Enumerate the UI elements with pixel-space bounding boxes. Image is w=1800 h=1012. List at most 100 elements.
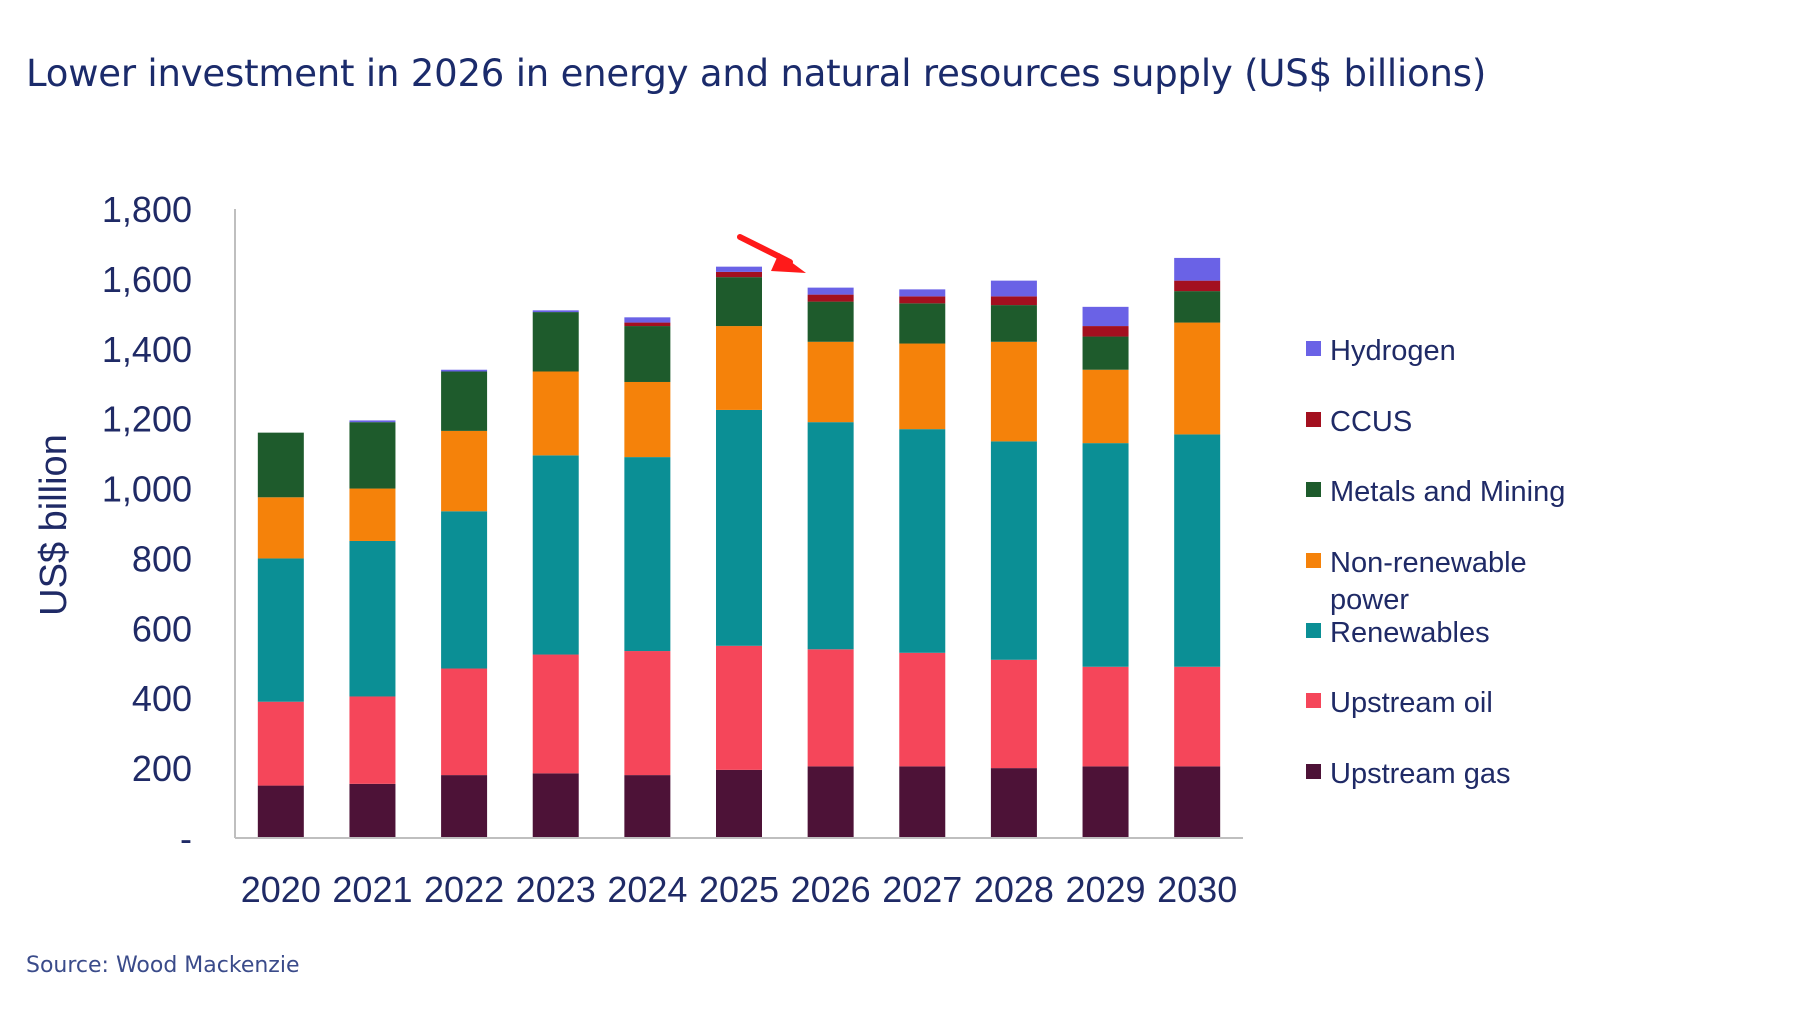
y-tick-label: 1,200 bbox=[102, 399, 192, 440]
legend-swatch bbox=[1306, 341, 1321, 356]
bar-segment-hydrogen-2029 bbox=[1082, 306, 1129, 327]
legend: Hydrogen CCUS Metals and Mining Non-renewab… bbox=[1306, 335, 1565, 790]
y-tick-label: - bbox=[180, 818, 192, 859]
bar-segment-ccus-2027 bbox=[899, 296, 946, 304]
bar-segment-metals-and-mining-2024 bbox=[624, 326, 671, 382]
bar-segment-renewables-2026 bbox=[807, 422, 854, 650]
bar-segment-upstream-oil-2029 bbox=[1082, 666, 1129, 767]
bar-segment-non-renewable-power-2023 bbox=[532, 371, 579, 456]
x-tick-label-2027: 2027 bbox=[882, 869, 962, 910]
legend-label: CCUS bbox=[1330, 406, 1412, 438]
bar-segment-ccus-2028 bbox=[990, 296, 1037, 306]
bar-segment-metals-and-mining-2029 bbox=[1082, 336, 1129, 370]
bar-segment-non-renewable-power-2027 bbox=[899, 343, 946, 430]
bar-segment-non-renewable-power-2026 bbox=[807, 341, 854, 423]
bar-segment-non-renewable-power-2029 bbox=[1082, 369, 1129, 444]
bar-segment-hydrogen-2025 bbox=[716, 266, 762, 272]
bar-segment-non-renewable-power-2025 bbox=[716, 326, 762, 410]
bar-segment-upstream-gas-2027 bbox=[899, 766, 946, 838]
bar-segment-hydrogen-2027 bbox=[899, 289, 946, 297]
x-tick-label-2025: 2025 bbox=[699, 869, 779, 910]
bar-segment-renewables-2025 bbox=[716, 409, 762, 646]
chart-title: Lower investment in 2026 in energy and n… bbox=[26, 52, 1487, 95]
legend-swatch bbox=[1306, 693, 1321, 708]
annotation-arrow-head bbox=[771, 253, 806, 273]
bar-segment-ccus-2030 bbox=[1174, 280, 1221, 292]
x-tick-label-2028: 2028 bbox=[974, 869, 1054, 910]
x-tick-label-2023: 2023 bbox=[516, 869, 596, 910]
bar-segment-renewables-2023 bbox=[532, 455, 579, 655]
y-tick-label: 1,800 bbox=[102, 189, 192, 230]
x-tick-label-2020: 2020 bbox=[241, 869, 321, 910]
legend-label: Metals and Mining bbox=[1330, 476, 1565, 508]
bar-segment-hydrogen-2021 bbox=[349, 420, 396, 423]
bar-segment-metals-and-mining-2023 bbox=[532, 312, 579, 372]
y-tick-labels: - 200 400 600 800 1,000 1,200 1,400 1,600 1,800 bbox=[102, 189, 192, 859]
bar-segment-hydrogen-2023 bbox=[532, 310, 579, 313]
y-tick-label: 1,000 bbox=[102, 469, 192, 510]
legend-swatch bbox=[1306, 764, 1321, 779]
bar-segment-metals-and-mining-2028 bbox=[990, 305, 1037, 342]
bar-segment-renewables-2027 bbox=[899, 429, 946, 653]
x-tick-label-2024: 2024 bbox=[607, 869, 687, 910]
x-tick-label-2030: 2030 bbox=[1157, 869, 1237, 910]
bar-segment-metals-and-mining-2030 bbox=[1174, 291, 1221, 323]
bar-segment-renewables-2029 bbox=[1082, 443, 1129, 667]
annotation-arrow bbox=[737, 234, 806, 273]
x-tick-labels: 2020 2021 2022 2023 2024 2025 2026 2027 2028 2029… bbox=[241, 869, 1237, 910]
bar-segment-hydrogen-2024 bbox=[624, 317, 671, 323]
bars-group bbox=[257, 257, 1221, 838]
bar-segment-upstream-gas-2028 bbox=[990, 768, 1037, 838]
legend-swatch bbox=[1306, 412, 1321, 427]
bar-segment-metals-and-mining-2027 bbox=[899, 303, 946, 344]
bar-segment-upstream-gas-2022 bbox=[441, 775, 488, 838]
bar-segment-upstream-oil-2020 bbox=[257, 701, 304, 786]
bar-segment-non-renewable-power-2024 bbox=[624, 381, 671, 458]
bar-segment-ccus-2026 bbox=[807, 294, 854, 302]
y-tick-label: 1,600 bbox=[102, 259, 192, 300]
bar-segment-renewables-2028 bbox=[990, 441, 1037, 660]
bar-segment-hydrogen-2028 bbox=[990, 280, 1037, 297]
bar-segment-upstream-gas-2021 bbox=[349, 783, 396, 838]
y-tick-label: 1,400 bbox=[102, 329, 192, 370]
bar-segment-renewables-2020 bbox=[257, 558, 304, 702]
bar-segment-metals-and-mining-2021 bbox=[349, 422, 396, 489]
bar-segment-upstream-oil-2024 bbox=[624, 651, 671, 776]
bar-segment-upstream-gas-2024 bbox=[624, 775, 671, 838]
x-tick-label-2021: 2021 bbox=[332, 869, 412, 910]
bar-segment-non-renewable-power-2030 bbox=[1174, 322, 1221, 435]
bar-segment-upstream-gas-2029 bbox=[1082, 766, 1129, 838]
bar-segment-upstream-gas-2026 bbox=[807, 766, 854, 838]
bar-segment-upstream-oil-2028 bbox=[990, 659, 1037, 769]
y-tick-label: 800 bbox=[132, 538, 192, 579]
legend-swatch bbox=[1306, 553, 1321, 568]
bar-segment-metals-and-mining-2025 bbox=[716, 277, 762, 327]
bar-segment-upstream-oil-2025 bbox=[716, 645, 762, 770]
bar-segment-metals-and-mining-2022 bbox=[441, 371, 488, 431]
y-tick-label: 200 bbox=[132, 748, 192, 789]
bar-segment-renewables-2024 bbox=[624, 457, 671, 652]
bar-segment-ccus-2029 bbox=[1082, 326, 1129, 337]
legend-swatch bbox=[1306, 482, 1321, 497]
legend-label: Upstream gas bbox=[1330, 758, 1511, 790]
bar-segment-non-renewable-power-2021 bbox=[349, 488, 396, 541]
x-tick-label-2026: 2026 bbox=[791, 869, 871, 910]
bar-segment-non-renewable-power-2020 bbox=[257, 497, 304, 559]
legend-label: Upstream oil bbox=[1330, 687, 1493, 719]
bar-segment-upstream-oil-2023 bbox=[532, 654, 579, 774]
legend-label: Hydrogen bbox=[1330, 335, 1456, 367]
bar-segment-metals-and-mining-2020 bbox=[257, 432, 304, 498]
bar-segment-ccus-2025 bbox=[716, 271, 762, 278]
bar-segment-upstream-gas-2020 bbox=[257, 785, 304, 838]
bar-segment-hydrogen-2030 bbox=[1174, 257, 1221, 281]
bar-segment-upstream-oil-2026 bbox=[807, 649, 854, 767]
source-note: Source: Wood Mackenzie bbox=[26, 953, 300, 978]
bar-segment-upstream-oil-2022 bbox=[441, 668, 488, 776]
y-tick-label: 400 bbox=[132, 678, 192, 719]
x-tick-label-2029: 2029 bbox=[1065, 869, 1145, 910]
legend-label: Renewables bbox=[1330, 617, 1490, 649]
bar-segment-upstream-gas-2030 bbox=[1174, 766, 1221, 838]
bar-segment-upstream-oil-2021 bbox=[349, 696, 396, 784]
bar-segment-upstream-oil-2027 bbox=[899, 652, 946, 767]
